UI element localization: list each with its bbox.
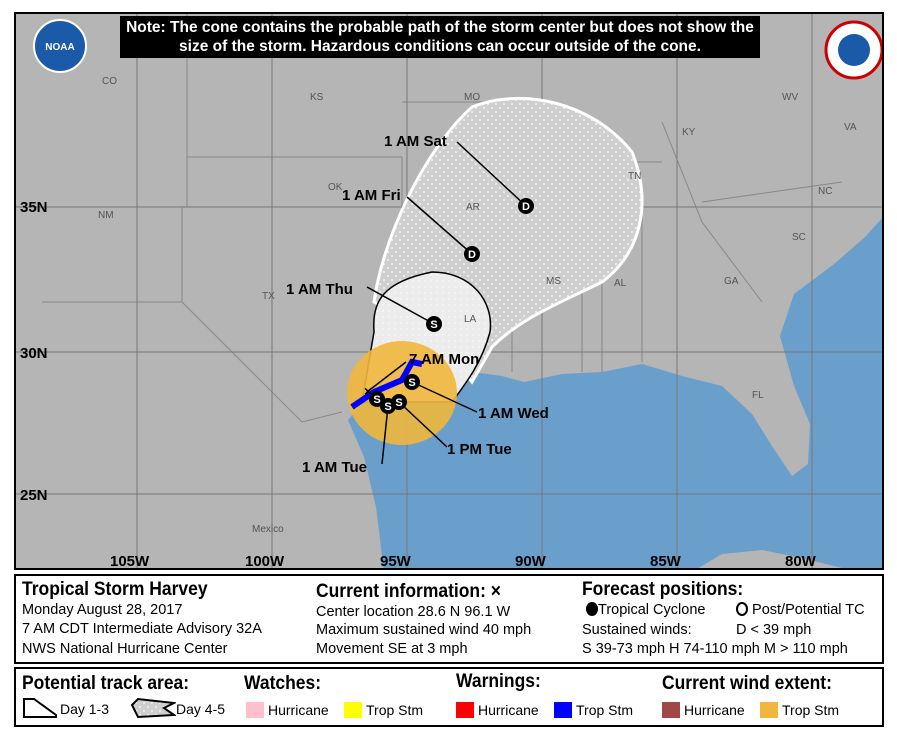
forecast-point-symbol: S (430, 319, 437, 331)
advisory-date: Monday August 28, 2017 (22, 602, 183, 618)
state-label: MO (464, 92, 480, 103)
lon-label: 90W (515, 553, 547, 568)
advisory-number: 7 AM CDT Intermediate Advisory 32A (22, 621, 262, 637)
forecast-point-symbol: S (384, 401, 391, 413)
day-1-3-icon (23, 698, 57, 718)
current-position-x: × (364, 383, 372, 399)
state-label: OK (328, 182, 343, 193)
legend-panel: Potential track area: Day 1-3 Day 4-5 Wa… (14, 667, 884, 727)
track-label: 1 AM Thu (286, 281, 353, 298)
ts-warning-swatch (554, 702, 572, 718)
hurricane-watch-label: Hurricane (268, 702, 329, 718)
state-label: CO (102, 76, 117, 87)
hurricane-warning-swatch (456, 702, 474, 718)
current-info-title: Current information: × (316, 581, 502, 602)
ts-warning-label: Trop Stm (576, 702, 634, 718)
hurricane-wind-label: Hurricane (684, 702, 745, 718)
watches-title: Watches: (244, 673, 322, 694)
state-label: KS (310, 92, 324, 103)
state-label: TN (628, 171, 641, 182)
noaa-logo (33, 19, 87, 73)
lat-label: 35N (20, 199, 48, 216)
issuing-center: NWS National Hurricane Center (22, 641, 228, 657)
forecast-point (464, 246, 480, 262)
ptc-legend: Post/Potential TC (736, 602, 865, 618)
state-label: AR (466, 202, 480, 213)
hurricane-wind-swatch (662, 702, 680, 718)
lon-label: 80W (785, 553, 817, 568)
max-wind: Maximum sustained wind 40 mph (316, 622, 532, 638)
track-area-title: Potential track area: (22, 673, 190, 694)
sustained-winds-label: Sustained winds: (582, 622, 692, 638)
noaa-logo-text: NOAA (45, 42, 74, 53)
leader-lines (366, 141, 527, 465)
ts-watch-swatch (344, 702, 362, 718)
lat-label: 30N (20, 345, 48, 362)
state-label: FL (752, 390, 764, 401)
hurricane-warning-label: Hurricane (478, 702, 539, 718)
trop-stm-warning (350, 358, 423, 410)
lat-label: 25N (20, 487, 48, 504)
state-label: AL (614, 278, 627, 289)
day-4-5-icon (130, 697, 176, 719)
ts-wind-label: Trop Stm (782, 702, 840, 718)
forecast-point (391, 394, 407, 410)
filled-circle-icon (586, 602, 598, 616)
forecast-point (518, 198, 534, 214)
forecast-title: Forecast positions: (582, 579, 744, 600)
forecast-point-symbol: D (522, 201, 530, 213)
forecast-point (426, 316, 442, 332)
track-label: 7 AM Mon (409, 351, 479, 368)
state-label: VA (844, 122, 857, 133)
open-circle-icon (736, 602, 748, 616)
ts-watch-label: Trop Stm (366, 702, 424, 718)
track-label: 1 AM Sat (384, 133, 447, 150)
movement: Movement SE at 3 mph (316, 641, 468, 657)
state-label: LA (464, 314, 477, 325)
forecast-point (404, 374, 420, 390)
hurricane-watch-swatch (246, 702, 264, 718)
track-label: 1 AM Wed (478, 405, 549, 422)
forecast-point-symbol: S (395, 397, 402, 409)
storm-title: Tropical Storm Harvey (22, 579, 208, 600)
lon-label: 100W (245, 553, 285, 568)
info-panel: Tropical Storm Harvey Monday August 28, … (14, 574, 884, 664)
warnings-title: Warnings: (456, 671, 541, 692)
state-label: NM (98, 210, 114, 221)
day-4-5-label: Day 4-5 (176, 701, 226, 717)
forecast-point-symbol: S (373, 394, 380, 406)
trop-stm-wind-extent (347, 341, 457, 445)
track-label: 1 AM Tue (302, 459, 367, 476)
day-1-3-label: Day 1-3 (60, 701, 110, 717)
nws-logo-inner (838, 34, 870, 66)
state-label: WV (782, 92, 798, 103)
forecast-point-symbol: S (408, 377, 415, 389)
state-label: NC (818, 186, 832, 197)
lon-label: 95W (380, 553, 412, 568)
wind-extent-title: Current wind extent: (662, 673, 832, 694)
state-label: SC (792, 232, 806, 243)
track-label: 1 PM Tue (447, 441, 512, 458)
state-label: MS (546, 276, 561, 287)
state-label: Mexico (252, 524, 284, 535)
shm-categories: S 39-73 mph H 74-110 mph M > 110 mph (582, 641, 848, 657)
state-label: GA (724, 276, 739, 287)
state-label: TX (262, 291, 275, 302)
tc-legend: Tropical Cyclone (586, 602, 705, 618)
ts-wind-swatch (760, 702, 778, 718)
cuba (698, 550, 842, 568)
ocean (348, 218, 882, 568)
forecast-point-symbol: D (468, 249, 476, 261)
d-category: D < 39 mph (736, 622, 812, 638)
lon-label: 105W (110, 553, 150, 568)
state-label: KY (682, 127, 696, 138)
track-label: 1 AM Fri (342, 187, 401, 204)
cone-note: Note: The cone contains the probable pat… (120, 16, 760, 58)
center-location: Center location 28.6 N 96.1 W (316, 604, 511, 620)
lon-label: 85W (650, 553, 682, 568)
